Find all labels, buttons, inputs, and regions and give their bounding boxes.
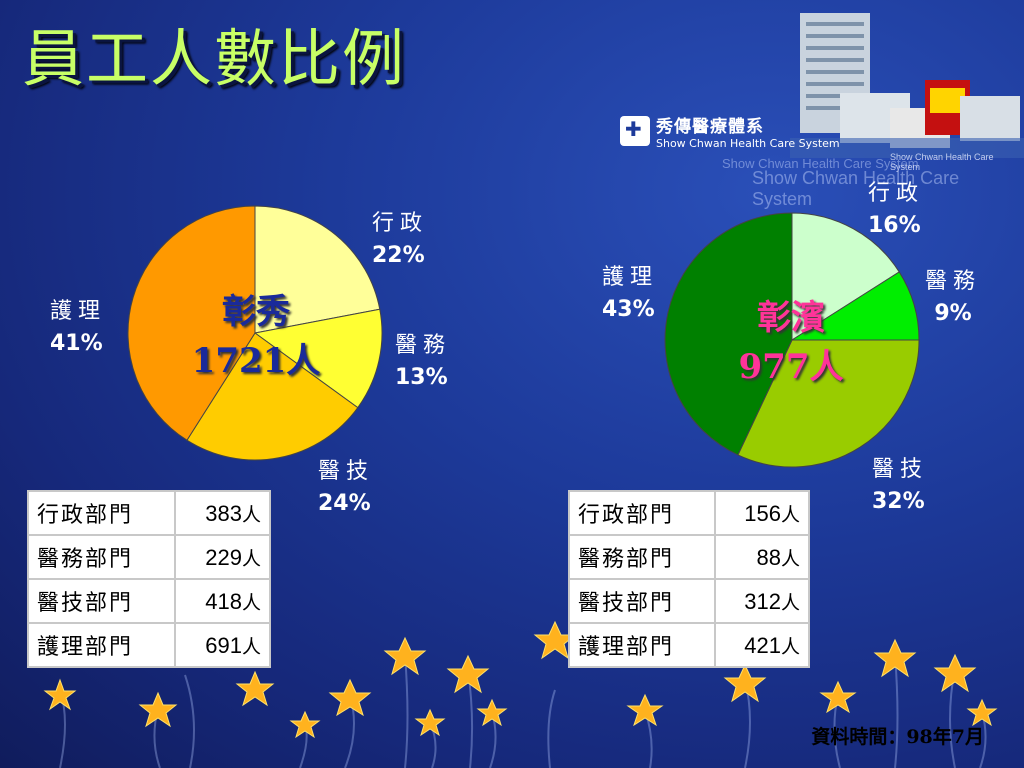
table-cell-count: 156人 [713, 490, 811, 536]
pie-1-slice-3 [664, 212, 793, 456]
pie-0-slice-3 [127, 205, 256, 441]
table-cell-dept: 醫技部門 [568, 578, 716, 624]
logo: 秀傳醫療體系 Show Chwan Health Care System [620, 112, 840, 150]
table-cell-count: 383人 [173, 490, 272, 536]
table-cell-count: 88人 [713, 534, 811, 580]
data-date-note: 資料時間：98年7月 [811, 726, 984, 748]
hospital-building-image [790, 13, 1024, 158]
logo-name-en: Show Chwan Health Care System [656, 137, 840, 150]
pie-0-slice-0 [254, 205, 381, 334]
slice-label-0-0: 行政 22% [372, 211, 429, 268]
table-cell-count: 229人 [173, 534, 272, 580]
table-row: 醫務部門 88人 [568, 534, 811, 580]
pie-0-slice-2 [186, 332, 359, 461]
slice-label-0-1: 醫務 13% [395, 333, 452, 390]
table-cell-dept: 護理部門 [568, 622, 716, 668]
watermark-text: Show Chwan Health Care System [722, 156, 919, 171]
pie-0-slice-1 [253, 308, 383, 409]
logo-icon [620, 116, 650, 146]
data-table-left: 行政部門 383人 醫務部門 229人 醫技部門 418人 護理部門 691人 [27, 490, 272, 668]
table-row: 行政部門 156人 [568, 490, 811, 536]
table-cell-dept: 醫務部門 [568, 534, 716, 580]
table-cell-count: 312人 [713, 578, 811, 624]
table-cell-dept: 醫務部門 [27, 534, 176, 580]
table-cell-dept: 行政部門 [568, 490, 716, 536]
table-row: 護理部門 421人 [568, 622, 811, 668]
table-row: 醫技部門 312人 [568, 578, 811, 624]
pie-center-label-1: 彰濱 977人 [738, 298, 844, 387]
slice-label-1-1: 醫務 9% [925, 269, 982, 326]
watermark-text-small: Show Chwan Health Care System [890, 152, 994, 172]
data-table-right: 行政部門 156人 醫務部門 88人 醫技部門 312人 護理部門 421人 [568, 490, 811, 668]
pie-center-label-0: 彰秀 1721人 [191, 292, 321, 381]
slice-label-0-3: 護理 41% [50, 299, 107, 356]
logo-name-zh: 秀傳醫療體系 [656, 117, 764, 137]
table-row: 護理部門 691人 [27, 622, 272, 668]
table-cell-count: 418人 [173, 578, 272, 624]
watermark-text-large: Show Chwan Health Care System [752, 168, 960, 209]
slice-label-1-2: 醫技 32% [872, 457, 929, 514]
pie-1-slice-0 [791, 212, 900, 341]
table-row: 醫技部門 418人 [27, 578, 272, 624]
slice-label-0-2: 醫技 24% [318, 459, 375, 516]
table-cell-dept: 護理部門 [27, 622, 176, 668]
table-cell-count: 421人 [713, 622, 811, 668]
table-row: 行政部門 383人 [27, 490, 272, 536]
slice-label-1-3: 護理 43% [602, 265, 659, 322]
table-row: 醫務部門 229人 [27, 534, 272, 580]
slice-label-1-0: 行政 16% [868, 181, 925, 238]
table-cell-dept: 行政部門 [27, 490, 176, 536]
table-cell-count: 691人 [173, 622, 272, 668]
pie-1-slice-2 [737, 339, 920, 468]
table-cell-dept: 醫技部門 [27, 578, 176, 624]
page-title: 員工人數比例 [22, 22, 407, 95]
